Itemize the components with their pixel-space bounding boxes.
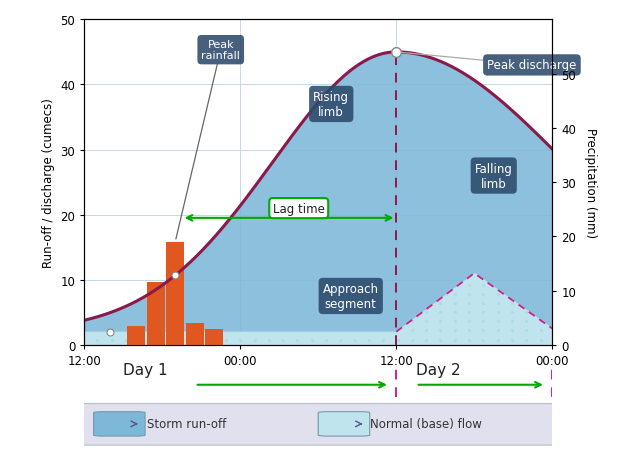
Bar [147, 283, 165, 345]
Y-axis label: Run-off / discharge (cumecs): Run-off / discharge (cumecs) [42, 98, 55, 267]
Text: Falling
limb: Falling limb [475, 162, 513, 190]
Y-axis label: Precipitation (mm): Precipitation (mm) [585, 128, 597, 238]
FancyBboxPatch shape [318, 412, 369, 436]
Bar [166, 242, 184, 345]
FancyBboxPatch shape [94, 412, 145, 436]
Bar [205, 329, 223, 345]
Text: Approach
segment: Approach segment [323, 282, 379, 310]
FancyBboxPatch shape [80, 404, 557, 445]
Bar [127, 326, 145, 345]
Text: Normal (base) flow: Normal (base) flow [369, 418, 482, 430]
Text: Storm run-off: Storm run-off [147, 418, 227, 430]
Text: Peak
rainfall: Peak rainfall [176, 40, 240, 239]
Text: Rising
limb: Rising limb [313, 91, 349, 119]
Text: Day 2: Day 2 [416, 362, 461, 377]
Text: Peak discharge: Peak discharge [402, 53, 577, 72]
Text: Day 1: Day 1 [124, 362, 168, 377]
Text: Lag time: Lag time [273, 202, 324, 215]
Bar [186, 323, 204, 345]
